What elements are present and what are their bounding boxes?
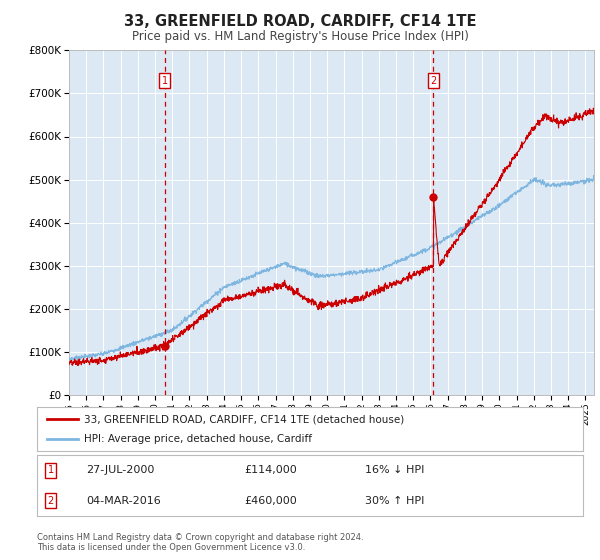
Text: 27-JUL-2000: 27-JUL-2000 xyxy=(86,465,155,475)
Text: 1: 1 xyxy=(48,465,54,475)
Point xyxy=(428,192,438,201)
Text: £114,000: £114,000 xyxy=(245,465,298,475)
Text: 2: 2 xyxy=(48,496,54,506)
Text: 1: 1 xyxy=(162,76,168,86)
Text: Price paid vs. HM Land Registry's House Price Index (HPI): Price paid vs. HM Land Registry's House … xyxy=(131,30,469,43)
Text: 33, GREENFIELD ROAD, CARDIFF, CF14 1TE (detached house): 33, GREENFIELD ROAD, CARDIFF, CF14 1TE (… xyxy=(83,414,404,424)
Point xyxy=(160,341,170,350)
Text: HPI: Average price, detached house, Cardiff: HPI: Average price, detached house, Card… xyxy=(83,435,311,445)
Text: 30% ↑ HPI: 30% ↑ HPI xyxy=(365,496,424,506)
Text: 33, GREENFIELD ROAD, CARDIFF, CF14 1TE: 33, GREENFIELD ROAD, CARDIFF, CF14 1TE xyxy=(124,14,476,29)
Text: 2: 2 xyxy=(430,76,437,86)
Text: £460,000: £460,000 xyxy=(245,496,298,506)
Text: 04-MAR-2016: 04-MAR-2016 xyxy=(86,496,161,506)
Text: This data is licensed under the Open Government Licence v3.0.: This data is licensed under the Open Gov… xyxy=(37,543,305,552)
Text: 16% ↓ HPI: 16% ↓ HPI xyxy=(365,465,424,475)
Text: Contains HM Land Registry data © Crown copyright and database right 2024.: Contains HM Land Registry data © Crown c… xyxy=(37,533,364,542)
